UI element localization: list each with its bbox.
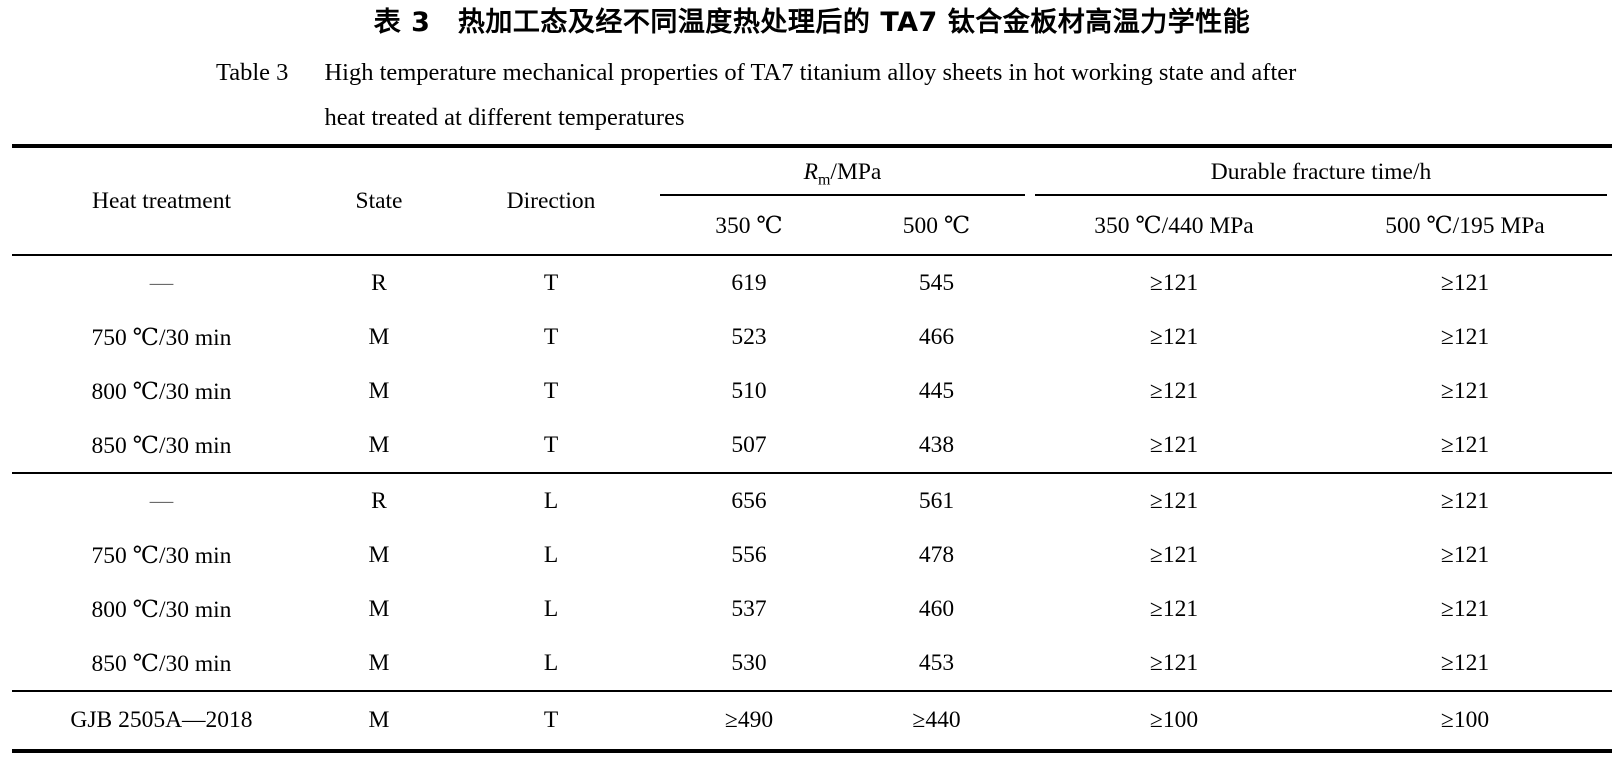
rm-subscript: m bbox=[818, 171, 831, 189]
cell-heat-treatment: 750 ℃/30 min bbox=[91, 324, 232, 351]
table-row: — R L 656 561 ≥121 ≥121 bbox=[12, 473, 1612, 528]
cell-dft-500c-195mpa: ≥100 bbox=[1440, 707, 1490, 733]
cell-rm-350c: 556 bbox=[731, 541, 767, 568]
cell-dft-350c-440mpa: ≥121 bbox=[1149, 649, 1199, 676]
cell-heat-treatment: 850 ℃/30 min bbox=[91, 432, 232, 459]
cell-rm-350c: ≥490 bbox=[724, 707, 774, 733]
subcolumn-rm-500c: 500 ℃ bbox=[902, 212, 971, 239]
cell-direction: L bbox=[543, 541, 559, 568]
cell-direction: L bbox=[543, 487, 559, 514]
header-group-row: Heat treatment State Direction Rm/MPa Du… bbox=[12, 146, 1612, 214]
cell-direction: T bbox=[543, 431, 559, 458]
cell-direction: L bbox=[543, 649, 559, 676]
cell-rm-500c: 453 bbox=[918, 649, 955, 676]
subcolumn-dft-350c-440mpa: 350 ℃/440 MPa bbox=[1094, 212, 1254, 239]
cell-rm-500c: 545 bbox=[918, 269, 955, 296]
caption-line-2: heat treated at different temperatures bbox=[324, 104, 685, 131]
cell-rm-350c: 537 bbox=[731, 595, 767, 622]
cell-dft-350c-440mpa: ≥121 bbox=[1149, 541, 1199, 568]
table-caption-english: Table 3 High temperature mechanical prop… bbox=[216, 50, 1624, 140]
rm-symbol: R bbox=[803, 158, 818, 185]
cell-rm-500c: 460 bbox=[918, 595, 955, 622]
cell-state: M bbox=[368, 595, 390, 622]
cell-dft-500c-195mpa: ≥121 bbox=[1440, 269, 1490, 296]
rm-unit: /MPa bbox=[830, 158, 882, 185]
header-sub-row: 350 ℃ 500 ℃ 350 ℃/440 MPa 500 ℃/195 MPa bbox=[12, 196, 1612, 255]
cell-dft-500c-195mpa: ≥121 bbox=[1440, 431, 1490, 458]
cell-dft-350c-440mpa: ≥121 bbox=[1149, 431, 1199, 458]
cell-rm-350c: 523 bbox=[731, 323, 767, 350]
cell-state: R bbox=[371, 487, 387, 514]
cell-dft-350c-440mpa: ≥121 bbox=[1149, 595, 1199, 622]
table-row: 800 ℃/30 min M L 537 460 ≥121 ≥121 bbox=[12, 582, 1612, 636]
cell-dft-350c-440mpa: ≥121 bbox=[1149, 269, 1199, 296]
table-row: 850 ℃/30 min M L 530 453 ≥121 ≥121 bbox=[12, 636, 1612, 691]
caption-text: High temperature mechanical properties o… bbox=[324, 50, 1296, 140]
cell-state: M bbox=[368, 649, 390, 676]
cell-state: M bbox=[368, 707, 390, 733]
cell-heat-treatment: — bbox=[149, 487, 174, 514]
cell-rm-350c: 619 bbox=[731, 269, 767, 296]
cell-dft-500c-195mpa: ≥121 bbox=[1440, 323, 1490, 350]
cell-heat-treatment: 750 ℃/30 min bbox=[91, 542, 232, 569]
durable-fracture-label: Durable fracture time/h bbox=[1210, 158, 1432, 185]
table-row: GJB 2505A—2018 M T ≥490 ≥440 ≥100 ≥100 bbox=[12, 691, 1612, 751]
cell-direction: L bbox=[543, 595, 559, 622]
column-header-direction: Direction bbox=[506, 187, 596, 214]
cell-dft-350c-440mpa: ≥121 bbox=[1149, 377, 1199, 404]
subcolumn-rm-350c: 350 ℃ bbox=[715, 212, 783, 239]
cell-rm-350c: 656 bbox=[731, 487, 767, 514]
cell-rm-350c: 510 bbox=[731, 377, 767, 404]
rm-label: Rm/MPa bbox=[803, 158, 882, 189]
cell-dft-350c-440mpa: ≥121 bbox=[1149, 323, 1199, 350]
cell-rm-500c: 478 bbox=[918, 541, 955, 568]
subcolumn-dft-500c-195mpa: 500 ℃/195 MPa bbox=[1385, 212, 1545, 239]
table-row: — R T 619 545 ≥121 ≥121 bbox=[12, 255, 1612, 310]
cell-heat-treatment: 800 ℃/30 min bbox=[91, 378, 232, 405]
cell-direction: T bbox=[543, 707, 559, 733]
cell-dft-500c-195mpa: ≥121 bbox=[1440, 541, 1490, 568]
column-header-heat-treatment: Heat treatment bbox=[92, 187, 231, 214]
column-group-rm: Rm/MPa bbox=[655, 146, 1030, 196]
cell-rm-500c: 561 bbox=[918, 487, 955, 514]
cell-dft-500c-195mpa: ≥121 bbox=[1440, 377, 1490, 404]
cell-heat-treatment: 800 ℃/30 min bbox=[91, 596, 232, 623]
table-header: Heat treatment State Direction Rm/MPa Du… bbox=[12, 146, 1612, 255]
cell-rm-500c: ≥440 bbox=[912, 707, 961, 733]
table-row: 800 ℃/30 min M T 510 445 ≥121 ≥121 bbox=[12, 364, 1612, 418]
caption-line-1: High temperature mechanical properties o… bbox=[324, 59, 1297, 86]
cell-rm-350c: 530 bbox=[731, 649, 767, 676]
table-row: 850 ℃/30 min M T 507 438 ≥121 ≥121 bbox=[12, 418, 1612, 473]
cell-state: M bbox=[368, 541, 390, 568]
cell-rm-350c: 507 bbox=[731, 431, 767, 458]
cell-direction: T bbox=[543, 323, 559, 350]
table-row: 750 ℃/30 min M L 556 478 ≥121 ≥121 bbox=[12, 528, 1612, 582]
properties-table: Heat treatment State Direction Rm/MPa Du… bbox=[12, 144, 1612, 753]
cell-dft-350c-440mpa: ≥100 bbox=[1149, 707, 1199, 733]
caption-label: Table 3 bbox=[216, 59, 289, 86]
cell-state: M bbox=[368, 323, 390, 350]
cell-state: R bbox=[371, 269, 387, 296]
cell-direction: T bbox=[543, 269, 559, 296]
table-body: — R T 619 545 ≥121 ≥121 750 ℃/30 min M T… bbox=[12, 255, 1612, 751]
table-row: 750 ℃/30 min M T 523 466 ≥121 ≥121 bbox=[12, 310, 1612, 364]
cell-rm-500c: 438 bbox=[918, 431, 955, 458]
cell-heat-treatment: GJB 2505A—2018 bbox=[70, 707, 253, 733]
cell-heat-treatment: — bbox=[149, 269, 174, 296]
cell-dft-500c-195mpa: ≥121 bbox=[1440, 487, 1490, 514]
cell-state: M bbox=[368, 431, 390, 458]
cell-dft-350c-440mpa: ≥121 bbox=[1149, 487, 1199, 514]
cell-heat-treatment: 850 ℃/30 min bbox=[91, 650, 232, 677]
cell-state: M bbox=[368, 377, 390, 404]
cell-direction: T bbox=[543, 377, 559, 404]
column-header-state: State bbox=[355, 187, 403, 214]
column-group-durable-fracture-time: Durable fracture time/h bbox=[1030, 146, 1612, 196]
cell-rm-500c: 445 bbox=[918, 377, 955, 404]
cell-rm-500c: 466 bbox=[918, 323, 955, 350]
table-title-chinese: 表 3 热加工态及经不同温度热处理后的 TA7 钛合金板材高温力学性能 bbox=[373, 7, 1251, 38]
cell-dft-500c-195mpa: ≥121 bbox=[1440, 649, 1490, 676]
cell-dft-500c-195mpa: ≥121 bbox=[1440, 595, 1490, 622]
